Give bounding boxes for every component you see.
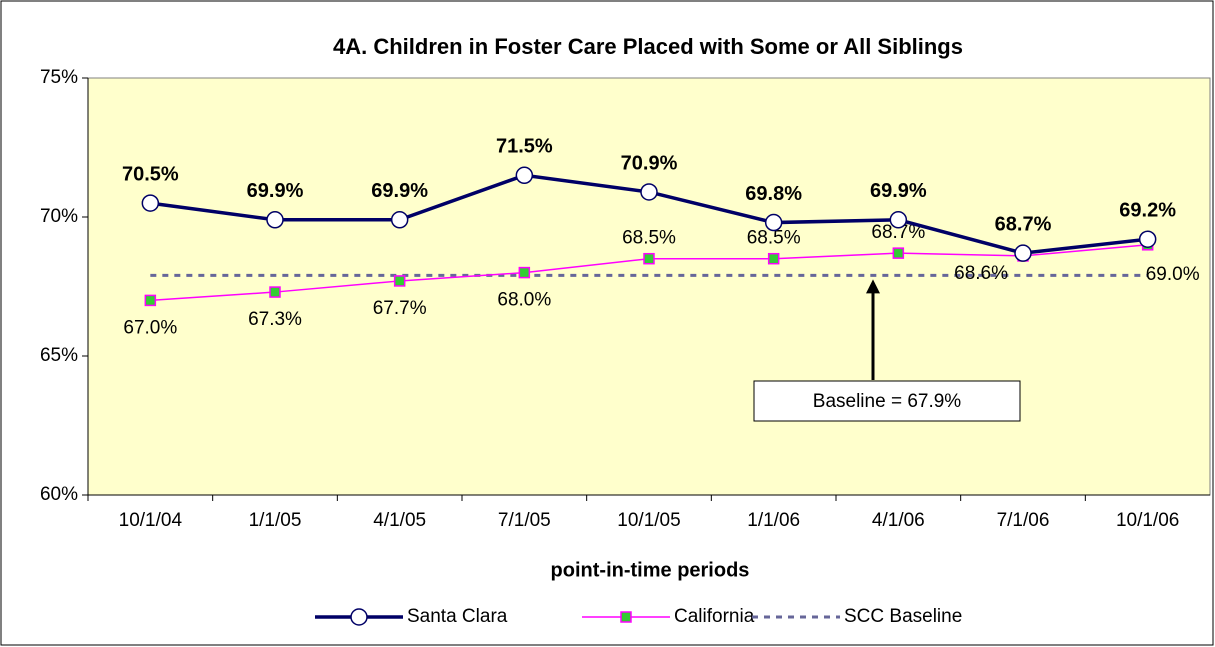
y-tick-label: 70% <box>40 206 78 227</box>
x-tick-label: 4/1/06 <box>872 510 925 531</box>
california-marker <box>393 275 406 287</box>
california-marker <box>643 252 655 265</box>
x-tick-label: 7/1/06 <box>997 510 1050 531</box>
x-tick-label: 7/1/05 <box>498 510 551 531</box>
x-axis-label: point-in-time periods <box>551 559 750 581</box>
x-tick-label: 4/1/05 <box>373 510 426 531</box>
california-value-label: 68.0% <box>497 290 551 311</box>
x-tick-label: 10/1/06 <box>1116 510 1179 531</box>
santa-clara-value-label: 68.7% <box>995 213 1052 235</box>
california-marker <box>892 247 905 259</box>
santa-clara-marker <box>515 166 534 185</box>
santa-clara-value-label: 70.9% <box>621 152 678 174</box>
california-value-label: 68.5% <box>622 228 676 249</box>
santa-clara-marker <box>764 213 783 232</box>
santa-clara-value-label: 69.8% <box>745 183 802 205</box>
santa-clara-value-label: 70.5% <box>122 163 179 185</box>
santa-clara-value-label: 69.2% <box>1119 200 1176 222</box>
plot-area <box>87 77 1211 496</box>
california-marker <box>518 266 531 279</box>
y-tick-label: 60% <box>40 484 78 505</box>
santa-clara-value-label: 69.9% <box>371 180 428 202</box>
santa-clara-marker <box>640 183 658 201</box>
california-value-label: 68.5% <box>747 228 801 249</box>
legend-label: Santa Clara <box>407 606 508 627</box>
legend-label: SCC Baseline <box>844 606 962 627</box>
y-tick-label: 75% <box>40 67 78 88</box>
california-value-label: 68.7% <box>871 222 925 243</box>
x-tick-label: 10/1/04 <box>119 510 183 531</box>
legend-marker <box>350 608 368 626</box>
california-value-label: 67.3% <box>248 309 302 330</box>
santa-clara-value-label: 69.9% <box>247 180 304 202</box>
legend-label: California <box>674 606 755 627</box>
chart-title: 4A. Children in Foster Care Placed with … <box>333 34 963 59</box>
santa-clara-value-label: 69.9% <box>870 180 927 202</box>
annotation: Baseline = 67.9% <box>813 391 962 412</box>
x-tick-label: 10/1/05 <box>617 510 680 531</box>
california-value-label: 69.0% <box>1146 264 1200 285</box>
santa-clara-marker <box>266 211 284 229</box>
x-tick-label: 1/1/05 <box>249 510 302 531</box>
santa-clara-marker <box>1138 230 1157 248</box>
california-value-label: 68.6% <box>954 263 1008 284</box>
california-marker <box>269 286 281 298</box>
california-marker <box>767 252 780 265</box>
santa-clara-marker <box>390 211 409 229</box>
california-value-label: 67.7% <box>373 298 427 319</box>
santa-clara-marker <box>1014 244 1032 262</box>
legend-marker <box>620 611 632 623</box>
santa-clara-marker <box>889 211 908 229</box>
california-marker <box>144 294 157 307</box>
santa-clara-marker <box>141 194 160 212</box>
annotation-box <box>753 380 1021 422</box>
y-tick-label: 65% <box>40 345 78 366</box>
santa-clara-value-label: 71.5% <box>496 136 553 158</box>
x-tick-label: 1/1/06 <box>747 510 800 531</box>
annotation-arrowhead <box>866 279 880 294</box>
california-value-label: 67.0% <box>123 317 177 338</box>
